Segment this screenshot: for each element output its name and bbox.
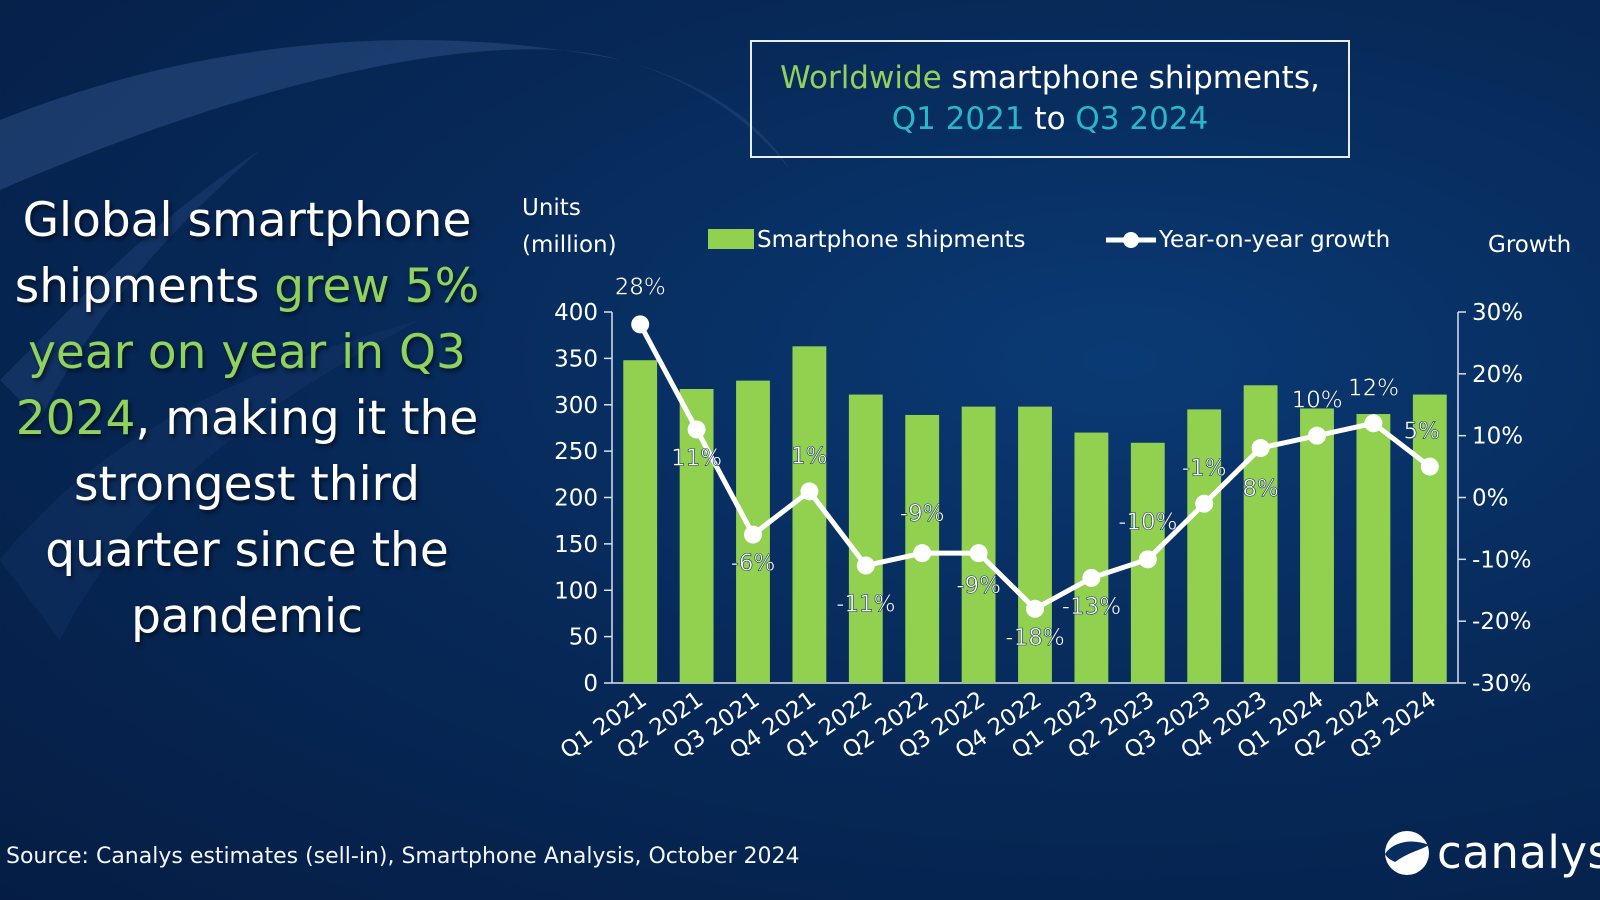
right-tick-label: 0% [1472,486,1509,512]
headline-text: Global smartphone shipments grew 5% year… [12,188,482,650]
growth-point [1082,568,1101,587]
bar-q4-2021 [792,346,827,683]
left-tick-label: 250 [554,439,598,465]
growth-point [800,482,819,501]
headline-part1: Global smartphone shipments [14,193,472,314]
legend-bar-label: Smartphone shipments [757,227,1026,253]
headline-highlight: grew 5% year on year in Q3 2024 [15,259,480,446]
chart-title-line1: Worldwide smartphone shipments, [780,58,1320,99]
growth-data-label: -11% [836,592,895,618]
legend-bar-swatch [708,229,754,249]
bar-q1-2023 [1074,432,1109,683]
bar-q3-2024 [1412,394,1447,683]
left-tick-label: 50 [569,625,598,651]
growth-data-label: 12% [1348,375,1399,401]
bar-q1-2022 [848,394,883,683]
growth-point [1251,439,1270,458]
growth-point [856,556,875,575]
growth-data-label: -9% [900,501,945,527]
growth-data-label: 10% [1291,388,1342,414]
title-worldwide: Worldwide [780,60,942,96]
left-axis-title-line2: (million) [522,232,617,258]
title-end-quarter: Q3 2024 [1075,101,1209,137]
canalys-logo-icon [1385,830,1429,875]
bar-q2-2024 [1356,414,1391,683]
canalys-logo-text: canalys [1437,826,1600,879]
growth-point [1138,550,1157,569]
right-tick-label: 30% [1472,300,1523,326]
canalys-logo: canalys [1383,826,1600,879]
left-tick-label: 100 [554,578,598,604]
headline-part3: , making it the strongest third quarter … [45,391,479,644]
growth-data-label: 1% [791,443,828,469]
growth-point [1364,414,1383,433]
right-tick-label: 20% [1472,362,1523,388]
growth-data-label: -1% [1182,456,1227,482]
growth-data-label: -13% [1062,594,1121,620]
left-tick-label: 400 [554,300,598,326]
right-tick-label: -10% [1472,547,1531,573]
growth-data-label: 11% [671,445,722,471]
title-start-quarter: Q1 2021 [891,101,1025,137]
growth-point [744,525,762,544]
left-tick-label: 300 [554,393,598,419]
growth-point [1308,426,1326,445]
bar-q1-2021 [623,360,658,683]
bar-q4-2022 [1018,406,1052,683]
title-to: to [1024,101,1076,137]
growth-data-label: -10% [1118,509,1177,535]
legend-line-label: Year-on-year growth [1158,227,1390,253]
chart-title-box: Worldwide smartphone shipments, Q1 2021 … [750,40,1350,158]
growth-point [1195,494,1214,513]
growth-point [1026,599,1044,618]
title-shipments: smartphone shipments, [941,60,1320,96]
left-tick-label: 350 [554,346,598,372]
growth-point [913,544,932,563]
growth-point [687,420,706,439]
growth-point [1420,457,1439,476]
right-tick-label: 10% [1472,424,1523,450]
growth-data-label: -9% [956,573,1001,599]
growth-data-label: -18% [1005,625,1064,651]
legend-line-marker [1123,232,1139,248]
bar-q1-2024 [1300,408,1334,683]
growth-point [631,315,650,334]
left-tick-label: 0 [583,671,598,697]
bar-q4-2023 [1243,385,1278,683]
right-tick-label: -20% [1472,609,1531,635]
left-tick-label: 200 [554,486,598,512]
growth-data-label: -6% [731,551,776,577]
bar-q3-2023 [1187,409,1222,683]
left-tick-label: 150 [554,532,598,558]
growth-data-label: 5% [1404,419,1441,445]
right-axis-title: Growth [1488,232,1571,258]
growth-data-label: 28% [615,274,666,300]
source-note: Source: Canalys estimates (sell-in), Sma… [6,844,800,869]
growth-point [969,544,988,563]
right-tick-label: -30% [1472,671,1531,697]
chart-title-line2: Q1 2021 to Q3 2024 [892,99,1209,140]
growth-data-label: 8% [1242,476,1279,502]
left-axis-title-line1: Units [522,195,581,221]
